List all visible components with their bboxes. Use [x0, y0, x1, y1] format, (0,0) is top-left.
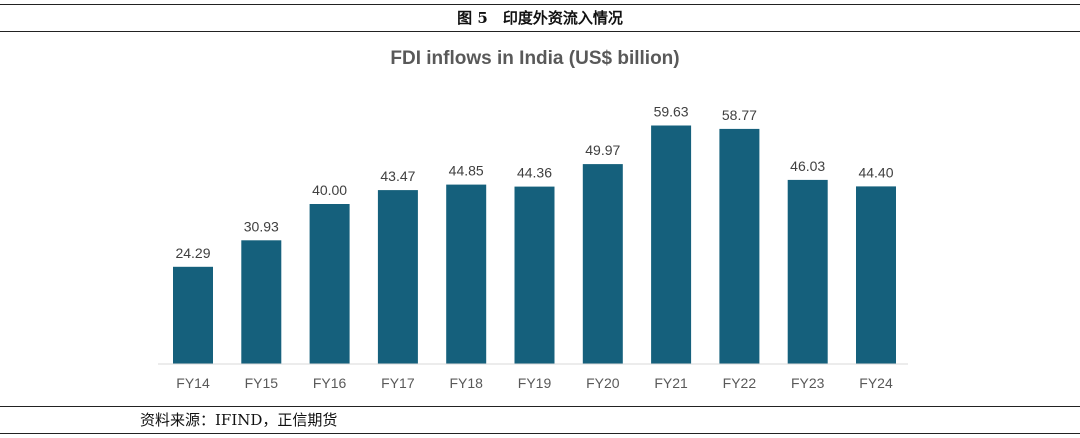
x-tick-label-fy19: FY19: [518, 375, 552, 391]
bar-fy23: [787, 179, 828, 364]
x-tick-label-fy16: FY16: [313, 375, 347, 391]
bar-fy17: [377, 190, 418, 364]
bar-fy21: [651, 125, 692, 364]
bar-fy19: [514, 186, 555, 364]
caption-rule: [0, 31, 1080, 32]
bar-fy16: [309, 204, 350, 364]
top-rule: [0, 4, 1080, 5]
figure-caption: 图 5 印度外资流入情况: [457, 9, 623, 27]
value-label-fy21: 59.63: [654, 104, 689, 120]
value-label-fy23: 46.03: [790, 158, 825, 174]
x-tick-label-fy24: FY24: [859, 375, 893, 391]
chart-title: FDI inflows in India (US$ billion): [390, 48, 679, 69]
value-label-fy17: 43.47: [380, 168, 415, 184]
x-tick-label-fy18: FY18: [449, 375, 483, 391]
value-label-fy15: 30.93: [244, 218, 279, 234]
value-label-fy22: 58.77: [722, 107, 757, 123]
value-label-fy16: 40.00: [312, 182, 347, 198]
bottom-rule-lower: [0, 433, 1080, 434]
x-tick-label-fy17: FY17: [381, 375, 415, 391]
x-tick-label-fy15: FY15: [245, 375, 279, 391]
value-label-fy19: 44.36: [517, 165, 552, 181]
bar-fy20: [582, 164, 623, 364]
x-tick-label-fy23: FY23: [791, 375, 825, 391]
bar-fy22: [719, 128, 760, 364]
bar-fy24: [856, 186, 896, 364]
bar-chart: FDI inflows in India (US$ billion) 24.29…: [158, 48, 908, 391]
tick-labels-group: FY14 FY15 FY16 FY17 FY18 FY19 FY20 FY21 FY22 FY23…: [176, 375, 893, 391]
bar-fy14: [173, 266, 213, 364]
value-label-fy24: 44.40: [858, 164, 893, 180]
bars-group: [173, 125, 896, 364]
value-labels-group: 24.29 30.93 40.00 43.47 44.85 44.36 49.97 59.63…: [175, 104, 893, 261]
x-tick-label-fy14: FY14: [176, 375, 210, 391]
x-tick-label-fy21: FY21: [654, 375, 688, 391]
x-tick-label-fy20: FY20: [586, 375, 620, 391]
value-label-fy20: 49.97: [585, 142, 620, 158]
value-label-fy18: 44.85: [449, 163, 484, 179]
source-note: 资料来源：IFIND，正信期货: [140, 411, 338, 429]
bar-fy18: [446, 184, 487, 364]
value-label-fy14: 24.29: [175, 245, 210, 261]
bar-fy15: [241, 240, 282, 364]
bottom-rule: [0, 406, 1080, 407]
x-tick-label-fy22: FY22: [723, 375, 757, 391]
